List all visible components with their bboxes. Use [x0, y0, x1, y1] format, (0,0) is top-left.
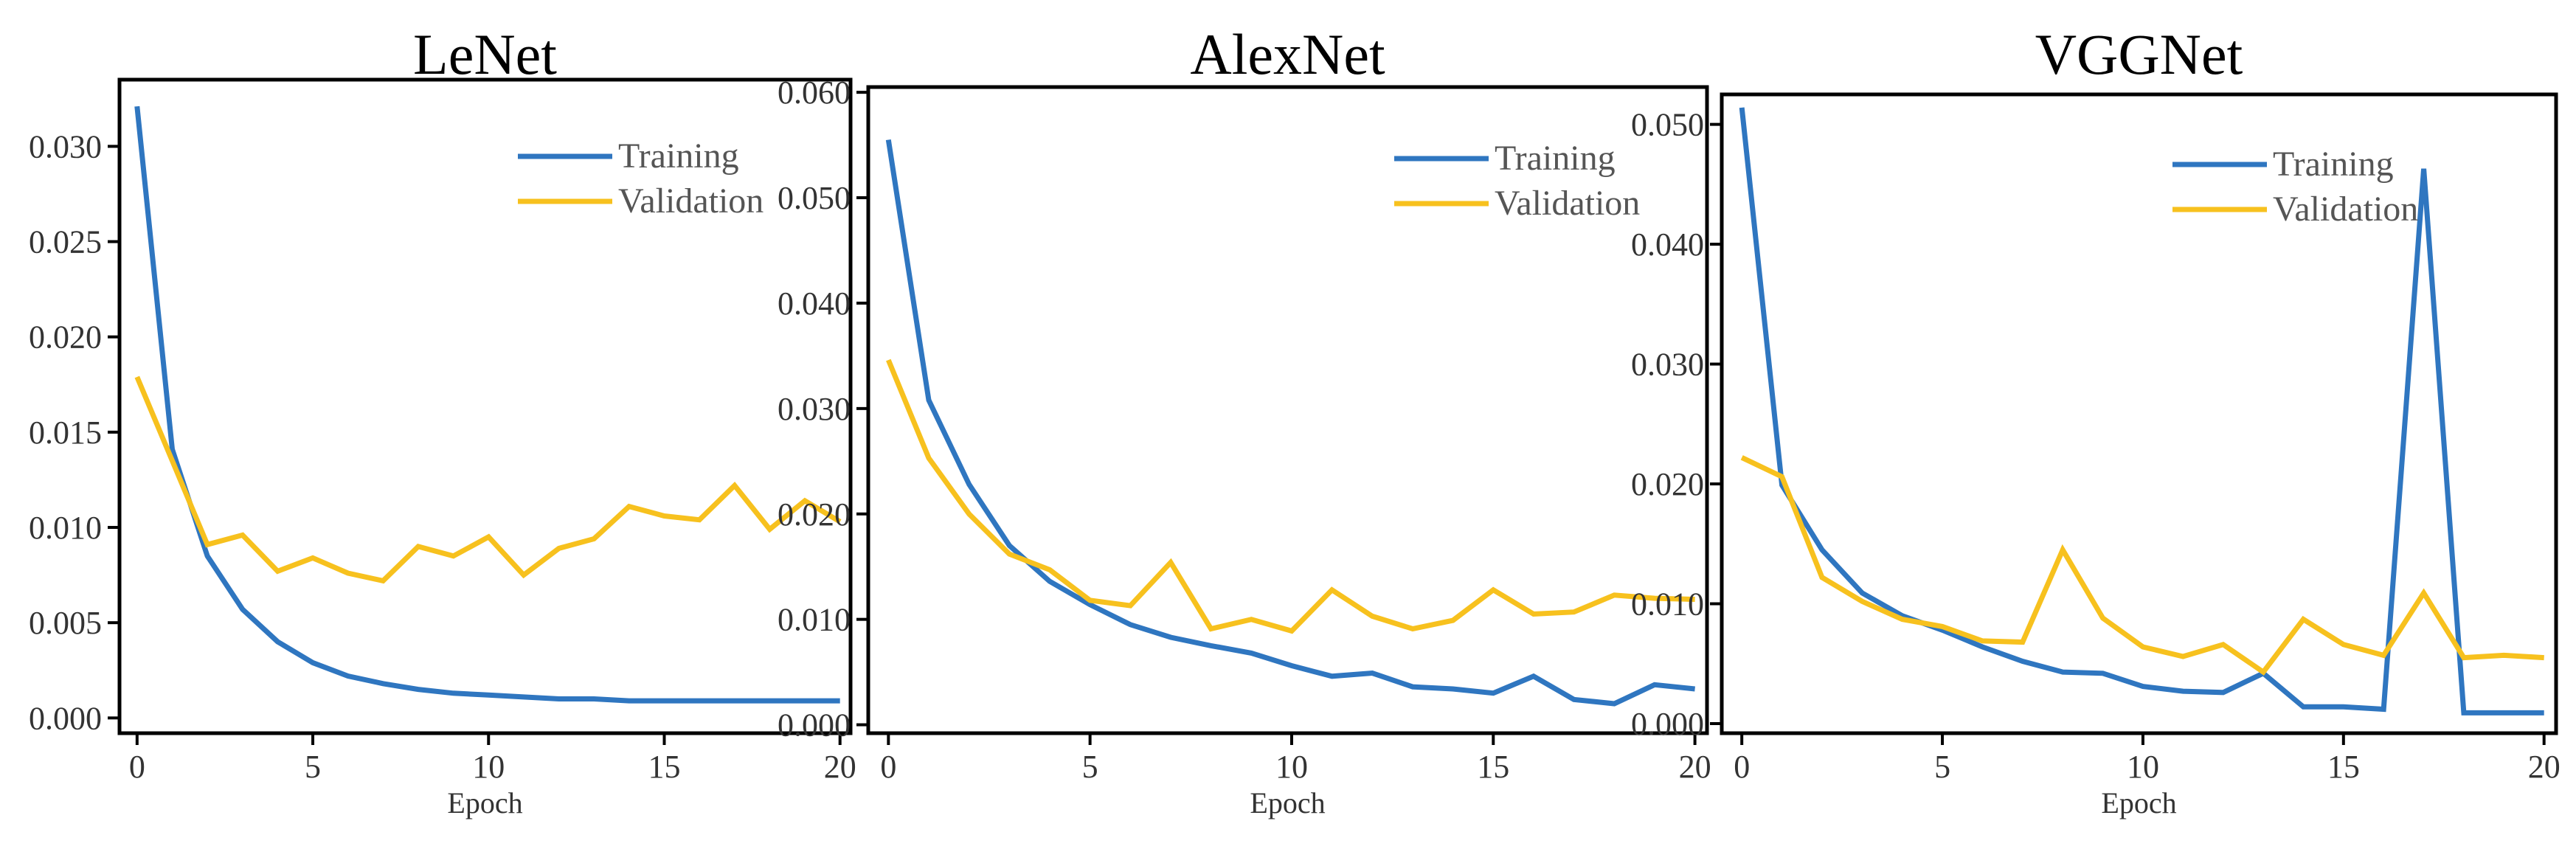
x-tick-label-lenet: 0 — [129, 749, 145, 785]
y-tick-label-alexnet: 0.000 — [778, 707, 851, 744]
series-line-training-alexnet — [885, 139, 1695, 707]
panel-lenet: LeNet Epoch 0.000 0.005 0.010 0.015 0.020 0.0… — [29, 22, 856, 819]
y-tick-label-alexnet: 0.030 — [778, 391, 851, 427]
x-tick-label-vggnet: 5 — [1934, 749, 1950, 785]
y-tick-label-vggnet: 0.010 — [1631, 586, 1704, 623]
x-tick-label-alexnet: 0 — [880, 749, 896, 785]
x-tick-label-alexnet: 20 — [1679, 749, 1711, 785]
y-tick-label-alexnet: 0.020 — [778, 496, 851, 533]
x-tick-label-alexnet: 10 — [1275, 749, 1308, 785]
y-tick-label-alexnet: 0.060 — [778, 74, 851, 111]
x-tick-label-lenet: 10 — [472, 749, 505, 785]
x-tick-label-vggnet: 0 — [1734, 749, 1750, 785]
legend-label-validation-lenet: Validation — [618, 181, 764, 221]
panel-alexnet: AlexNet Epoch 0.000 0.010 0.020 0.030 0.040 0… — [778, 22, 1711, 819]
series-line-validation-vggnet — [1740, 455, 2544, 676]
legend-label-training-vggnet: Training — [2273, 145, 2394, 184]
legend-label-training-alexnet: Training — [1495, 139, 1616, 178]
x-tick-label-vggnet: 20 — [2528, 749, 2561, 785]
x-tick-label-alexnet: 15 — [1477, 749, 1509, 785]
plot-frame-vggnet — [1720, 92, 2558, 735]
y-tick-label-alexnet: 0.050 — [778, 180, 851, 216]
y-tick-label-lenet: 0.010 — [29, 510, 102, 546]
x-axis-label-vggnet: Epoch — [2101, 786, 2176, 819]
plot-frame-alexnet — [866, 85, 1709, 735]
x-tick-label-vggnet: 10 — [2127, 749, 2159, 785]
x-tick-label-vggnet: 15 — [2327, 749, 2360, 785]
series-line-training-vggnet — [1739, 107, 2544, 715]
y-tick-label-vggnet: 0.050 — [1631, 107, 1704, 143]
x-tick-label-alexnet: 5 — [1082, 749, 1098, 785]
y-tick-label-vggnet: 0.020 — [1631, 466, 1704, 502]
y-tick-label-lenet: 0.005 — [29, 605, 102, 641]
x-axis-label-alexnet: Epoch — [1250, 786, 1325, 819]
series-line-validation-alexnet — [886, 358, 1695, 634]
chart-title-vggnet: VGGNet — [2035, 22, 2243, 86]
y-tick-label-vggnet: 0.000 — [1631, 706, 1704, 742]
x-tick-label-lenet: 5 — [305, 749, 321, 785]
y-tick-label-lenet: 0.020 — [29, 319, 102, 356]
legend-label-validation-vggnet: Validation — [2273, 190, 2418, 229]
chart-title-lenet: LeNet — [413, 22, 557, 86]
y-tick-label-vggnet: 0.030 — [1631, 347, 1704, 383]
y-tick-label-lenet: 0.015 — [29, 415, 102, 451]
plot-frame-lenet — [117, 77, 853, 735]
y-tick-label-lenet: 0.030 — [29, 128, 102, 164]
y-tick-label-lenet: 0.000 — [29, 700, 102, 736]
y-tick-label-lenet: 0.025 — [29, 224, 102, 260]
series-line-training-lenet — [134, 105, 840, 704]
legend-label-validation-alexnet: Validation — [1495, 184, 1640, 223]
y-tick-label-alexnet: 0.010 — [778, 602, 851, 638]
y-tick-label-alexnet: 0.040 — [778, 285, 851, 322]
series-line-validation-lenet — [134, 375, 842, 584]
y-tick-label-vggnet: 0.040 — [1631, 226, 1704, 263]
legend-label-training-lenet: Training — [618, 136, 739, 176]
x-tick-label-lenet: 20 — [824, 749, 856, 785]
x-tick-label-lenet: 15 — [648, 749, 680, 785]
panel-vggnet: VGGNet Epoch 0.000 0.010 0.020 0.030 0.040 0.… — [1631, 22, 2561, 819]
x-axis-label-lenet: Epoch — [447, 786, 522, 819]
chart-title-alexnet: AlexNet — [1190, 22, 1385, 86]
